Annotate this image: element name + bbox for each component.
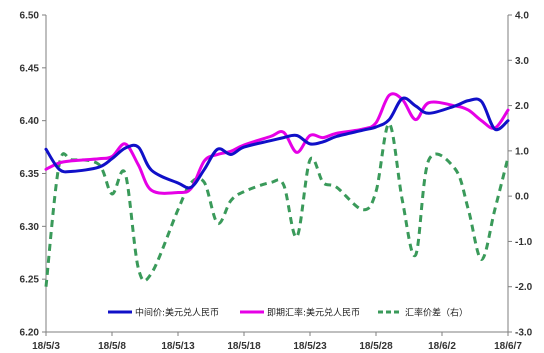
series-line-2 [44,122,510,287]
legend-label-0: 中间价:美元兑人民币 [135,307,219,319]
series-line-0 [44,96,510,190]
x-tick-label: 18/6/7 [494,341,522,352]
left-tick-label: 6.40 [20,116,40,127]
series-lines [44,92,510,287]
x-tick-label: 18/5/13 [161,341,195,352]
series-line-1 [44,92,510,195]
right-tick-label: 2.0 [515,101,529,112]
right-tick-label: 0.0 [515,192,529,203]
right-tick-label: -2.0 [515,282,533,293]
right-tick-label: 1.0 [515,146,529,157]
left-tick-label: 6.50 [20,11,40,22]
left-tick-label: 6.30 [20,222,40,233]
right-tick-label: -1.0 [515,237,533,248]
x-tick-label: 18/5/28 [359,341,393,352]
x-tick-label: 18/5/18 [227,341,261,352]
x-tick-label: 18/5/8 [98,341,126,352]
left-tick-label: 6.25 [20,275,40,286]
left-tick-label: 6.35 [20,169,40,180]
x-tick-label: 18/6/2 [428,341,456,352]
right-tick-label: -3.0 [515,328,533,339]
legend-label-2: 汇率价差（右） [405,307,468,319]
legend-label-1: 即期汇率:美元兑人民币 [267,307,360,319]
left-tick-label: 6.45 [20,63,40,74]
legend: 中间价:美元兑人民币 即期汇率:美元兑人民币 汇率价差（右） [108,307,468,319]
right-tick-label: 4.0 [515,11,529,22]
axes: 6.20 6.25 6.30 6.35 6.40 6.45 6.50 -3.0 -2.0 -1.0… [20,11,533,353]
right-tick-label: 3.0 [515,56,529,67]
x-tick-label: 18/5/23 [293,341,327,352]
left-tick-label: 6.20 [20,328,40,339]
x-tick-label: 18/5/3 [32,341,60,352]
